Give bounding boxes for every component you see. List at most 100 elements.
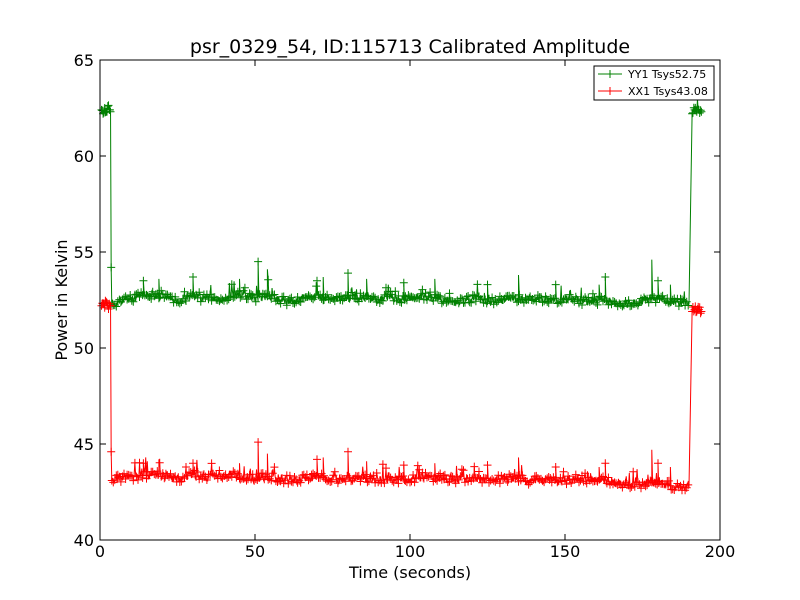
data-point — [106, 301, 115, 310]
data-point — [175, 299, 184, 308]
y-axis-label: Power in Kelvin — [52, 239, 71, 360]
data-point — [530, 295, 539, 304]
data-point — [254, 257, 263, 266]
x-tick-label: 150 — [550, 542, 581, 561]
x-tick-label: 200 — [705, 542, 736, 561]
data-point — [395, 298, 404, 306]
data-point — [356, 477, 365, 486]
data-point — [107, 263, 116, 272]
data-point — [248, 291, 257, 300]
data-point — [433, 476, 442, 485]
data-point — [515, 290, 524, 299]
data-point — [697, 307, 706, 316]
data-point — [658, 479, 667, 488]
data-point — [244, 295, 252, 304]
data-point — [473, 280, 482, 289]
data-point — [209, 469, 218, 478]
data-point — [481, 295, 490, 304]
data-point — [537, 293, 545, 301]
data-point — [595, 292, 604, 301]
data-point — [171, 292, 180, 301]
data-point — [276, 299, 285, 308]
data-point — [270, 463, 279, 472]
data-point — [399, 278, 408, 287]
data-point — [129, 297, 138, 306]
data-point — [177, 298, 186, 307]
data-point — [470, 462, 479, 471]
data-point — [697, 107, 706, 116]
data-point — [138, 473, 147, 482]
data-point — [316, 290, 325, 299]
data-point — [503, 477, 512, 486]
data-point — [251, 297, 260, 306]
y-tick-label: 40 — [74, 531, 94, 550]
data-point — [313, 455, 321, 464]
data-point — [285, 471, 294, 480]
data-point — [330, 467, 339, 476]
data-point — [585, 297, 594, 306]
data-point — [556, 473, 565, 482]
data-point — [601, 273, 610, 281]
data-point — [459, 466, 468, 475]
data-point — [651, 298, 660, 307]
data-point — [326, 478, 335, 486]
data-point — [121, 475, 130, 483]
data-point — [312, 282, 321, 291]
data-point — [581, 469, 590, 478]
data-point — [207, 459, 216, 468]
data-point — [369, 292, 378, 301]
data-point — [383, 292, 392, 301]
data-point — [674, 302, 683, 311]
data-point — [626, 484, 635, 493]
data-point — [189, 273, 197, 281]
legend: YY1 Tsys52.75 XX1 Tsys43.08 — [593, 65, 715, 101]
data-point — [549, 294, 558, 303]
data-point — [295, 476, 304, 485]
data-point — [254, 438, 263, 447]
data-point — [413, 461, 422, 470]
data-point — [240, 283, 249, 292]
data-point — [230, 292, 239, 301]
data-point — [107, 447, 116, 456]
data-point — [415, 294, 424, 303]
data-point — [604, 473, 613, 482]
legend-marker — [606, 70, 614, 78]
data-point — [423, 295, 431, 304]
data-point — [153, 467, 162, 476]
data-point — [492, 298, 501, 307]
data-point — [696, 106, 705, 115]
data-point — [467, 298, 476, 307]
data-point — [293, 293, 302, 301]
data-point — [397, 298, 406, 307]
data-point — [287, 477, 296, 486]
data-point — [139, 459, 148, 468]
data-point — [309, 295, 318, 304]
data-point — [648, 291, 657, 300]
data-point — [527, 476, 536, 485]
data-point — [610, 297, 619, 306]
data-point — [182, 463, 190, 471]
y-tick-label: 45 — [74, 435, 94, 454]
data-point — [155, 458, 164, 467]
data-point — [377, 296, 386, 305]
data-point — [196, 297, 205, 306]
data-point — [236, 293, 245, 302]
data-point — [695, 303, 704, 312]
data-point — [592, 298, 600, 307]
data-point — [112, 302, 121, 311]
data-point — [285, 294, 294, 303]
data-point — [223, 296, 232, 305]
data-point — [658, 291, 667, 300]
data-point — [382, 283, 390, 292]
data-point — [306, 474, 314, 483]
data-point — [467, 477, 476, 485]
data-point — [103, 102, 112, 111]
data-point — [391, 287, 400, 296]
data-point — [561, 476, 569, 485]
data-point — [488, 293, 497, 302]
data-point — [382, 464, 390, 473]
series-layer — [97, 95, 706, 495]
data-point — [524, 480, 533, 489]
data-point — [127, 471, 136, 480]
